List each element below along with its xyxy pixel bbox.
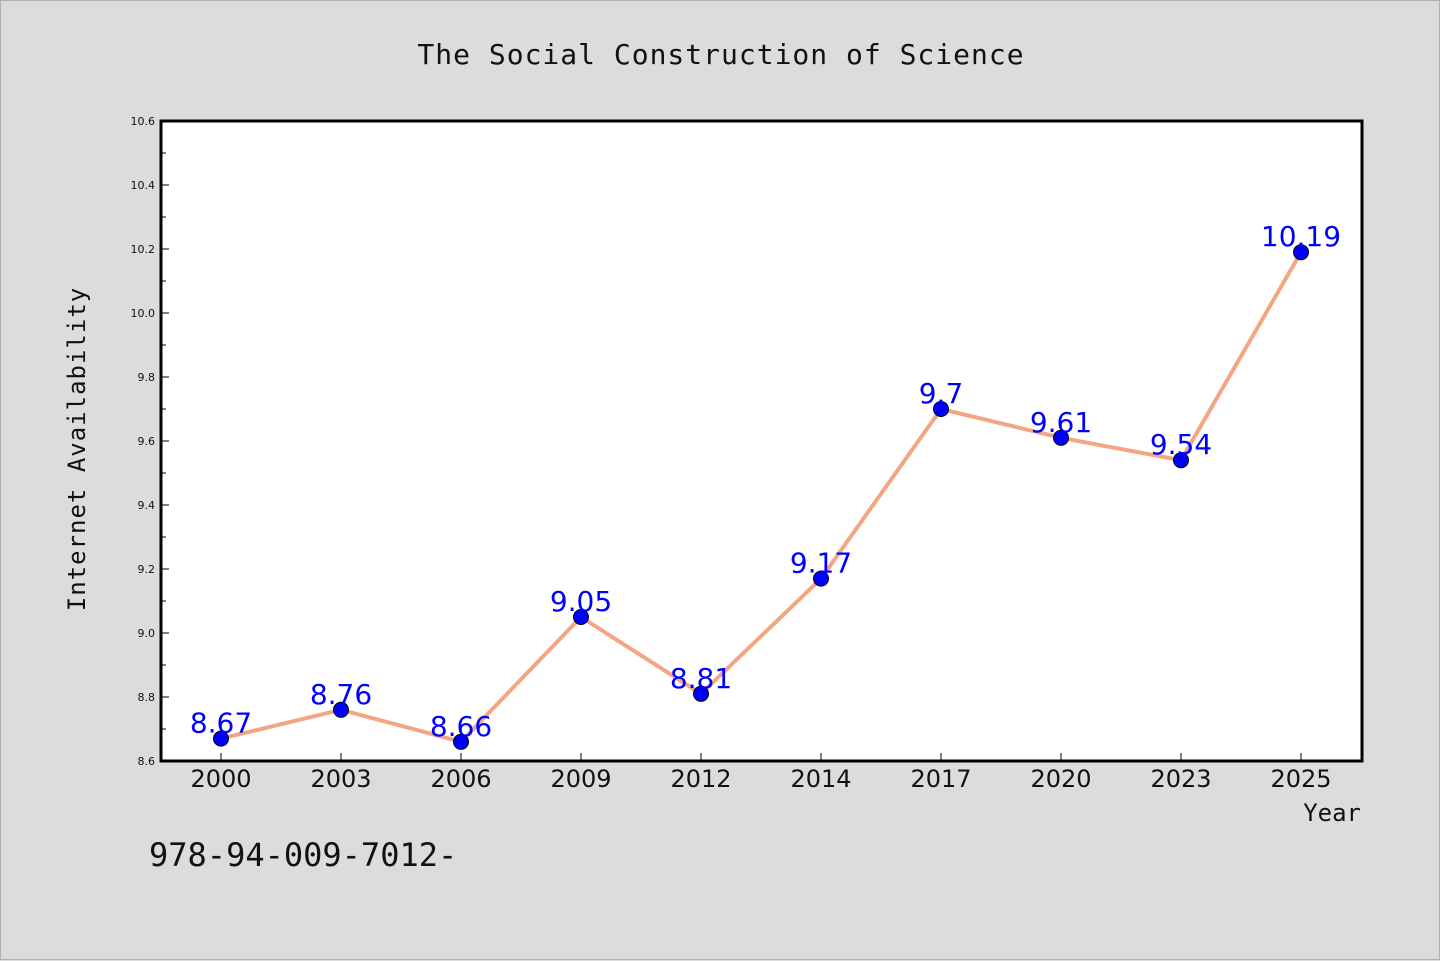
data-label: 9.17 xyxy=(790,547,852,580)
y-tick-label: 10.4 xyxy=(131,179,156,192)
data-label: 9.7 xyxy=(919,377,964,410)
data-point xyxy=(573,609,589,625)
data-point xyxy=(213,730,229,747)
series-group xyxy=(213,244,1309,750)
x-tick-label: 2025 xyxy=(1270,765,1331,793)
data-label: 8.67 xyxy=(190,707,252,740)
x-tick-label: 2000 xyxy=(190,765,251,793)
x-tick-label: 2017 xyxy=(910,765,971,793)
x-tick-label: 2009 xyxy=(550,765,611,793)
footer-text: 978-94-009-7012- xyxy=(149,836,457,874)
y-tick-label: 9.8 xyxy=(138,371,156,384)
data-point xyxy=(1173,452,1189,469)
data-label: 9.05 xyxy=(550,585,612,618)
y-tick-label: 9.6 xyxy=(138,435,156,448)
data-label: 10.19 xyxy=(1261,220,1341,253)
data-point xyxy=(693,685,709,702)
x-tick-label: 2012 xyxy=(670,765,731,793)
y-tick-label: 10.6 xyxy=(131,115,156,128)
x-axis: 2000 2003 2006 2009 2012 2014 2017 2020 2023 2025 xyxy=(190,753,1332,793)
y-tick-label: 10.0 xyxy=(131,307,156,320)
x-tick-label: 2003 xyxy=(310,765,371,793)
x-tick-label: 2023 xyxy=(1150,765,1211,793)
x-axis-label: Year xyxy=(1303,799,1361,827)
y-axis-label: Internet Availability xyxy=(63,287,91,611)
y-tick-label: 10.2 xyxy=(131,243,156,256)
data-labels-group: 8.67 8.76 8.66 9.05 8.81 9.17 9.7 9.61 9.54 10.19 xyxy=(190,220,1341,743)
data-point xyxy=(333,701,349,718)
series-line xyxy=(220,251,1303,744)
x-tick-label: 2006 xyxy=(430,765,491,793)
plot-area xyxy=(159,119,1364,763)
chart-title: The Social Construction of Science xyxy=(417,38,1024,71)
y-tick-label: 8.6 xyxy=(138,755,156,768)
x-tick-label: 2020 xyxy=(1030,765,1091,793)
y-tick-label: 9.2 xyxy=(138,563,156,576)
y-tick-label: 9.0 xyxy=(138,627,156,640)
data-point xyxy=(813,570,829,587)
data-label: 9.54 xyxy=(1150,428,1212,461)
data-point xyxy=(1293,244,1309,261)
data-label: 8.81 xyxy=(670,662,732,695)
y-axis: 8.6 8.8 9.0 9.2 9.4 9.6 9.8 10.0 10.2 10.4 10.6 xyxy=(131,115,169,768)
y-tick-label: 9.4 xyxy=(138,499,156,512)
data-point xyxy=(1053,429,1069,446)
data-label: 9.61 xyxy=(1030,406,1092,439)
y-tick-label: 8.8 xyxy=(138,691,156,704)
data-label: 8.66 xyxy=(430,710,492,743)
x-tick-label: 2014 xyxy=(790,765,851,793)
data-point xyxy=(933,401,949,417)
data-point xyxy=(453,733,469,750)
data-label: 8.76 xyxy=(310,678,372,711)
